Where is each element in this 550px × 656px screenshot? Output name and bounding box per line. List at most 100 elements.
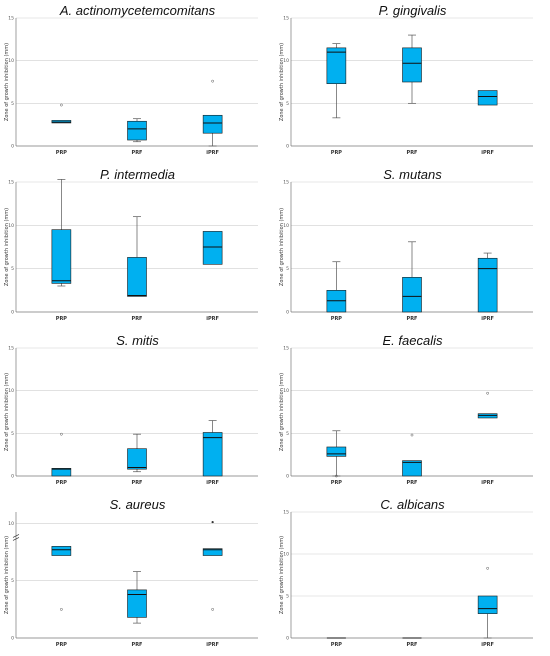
outlier-point xyxy=(486,391,489,395)
x-tick-label: PRF xyxy=(407,480,418,486)
y-tick-label: 5 xyxy=(11,578,14,584)
x-tick-label: PRF xyxy=(132,150,143,156)
box xyxy=(477,257,498,313)
panel-c-albicans: C. albicans 5 10 15 0 Zone of growth inhibit… xyxy=(275,494,550,656)
box xyxy=(402,460,422,477)
x-tick-label: iPRF xyxy=(481,150,494,156)
y-axis-label: Zone of growth inhibition (mm) xyxy=(279,536,285,614)
y-tick-label: 5 xyxy=(286,594,289,600)
x-tick-label: iPRF xyxy=(206,150,219,156)
y-axis-label: Zone of growth inhibition (mm) xyxy=(279,43,285,121)
box xyxy=(477,90,498,106)
box xyxy=(402,47,422,83)
x-tick-label: iPRF xyxy=(481,316,494,322)
panel-title: E. faecalis xyxy=(382,333,443,348)
x-tick-label: PRP xyxy=(331,150,343,156)
y-tick-label: 5 xyxy=(286,266,289,272)
x-tick-label: PRP xyxy=(56,316,68,322)
panel-a-actinomycetemcomitans: A. actinomycetemcomitans 5 10 15 0 Zone of g… xyxy=(0,0,275,164)
y-tick-label: 15 xyxy=(283,510,289,516)
box xyxy=(202,114,223,134)
x-tick-label: PRF xyxy=(407,316,418,322)
outlier-point xyxy=(211,520,214,524)
y-axis-label: Zone of growth inhibition (mm) xyxy=(4,43,10,121)
x-tick-label: PRF xyxy=(132,316,143,322)
outlier-point xyxy=(60,608,63,611)
y-tick-label: 15 xyxy=(283,180,289,186)
y-tick-label: 10 xyxy=(8,223,14,229)
x-tick-label: PRF xyxy=(132,642,143,648)
y-axis-label: Zone of growth inhibition (mm) xyxy=(279,373,285,451)
x-tick-label: PRP xyxy=(56,480,68,486)
outlier-point xyxy=(410,433,414,437)
panel-s-aureus: S. aureus 5 10 0 Zone of growth inhibition … xyxy=(0,494,275,656)
panel-title: S. aureus xyxy=(109,497,166,512)
box xyxy=(202,548,223,556)
y-tick-label: 0 xyxy=(286,144,289,150)
x-tick-label: PRP xyxy=(331,480,343,486)
y-tick-label: 10 xyxy=(283,552,289,558)
panel-p-gingivalis: P. gingivalis 5 10 15 0 Zone of growth inhib… xyxy=(275,0,550,164)
boxplot-chart: 5 10 0 Zone of growth inhibition (mm) PRP PRF… xyxy=(4,512,258,648)
outlier-point xyxy=(211,608,214,611)
boxplot-chart: 5 10 15 0 Zone of growth inhibition (mm) PRP P… xyxy=(4,346,258,486)
y-tick-label: 0 xyxy=(11,636,14,642)
x-tick-label: PRP xyxy=(56,642,68,648)
y-tick-label: 5 xyxy=(286,431,289,437)
y-axis-label: Zone of growth inhibition (mm) xyxy=(4,536,10,614)
outlier-point xyxy=(60,103,63,107)
y-tick-label: 0 xyxy=(286,310,289,316)
boxplot-chart: 5 10 15 0 Zone of growth inhibition (mm) PRP P… xyxy=(279,180,533,322)
y-tick-label: 15 xyxy=(8,346,14,352)
panel-s-mutans: S. mutans 5 10 15 0 Zone of growth inhibitio… xyxy=(275,164,550,330)
box xyxy=(477,595,498,614)
panel-title: C. albicans xyxy=(380,497,445,512)
x-tick-label: PRP xyxy=(56,150,68,156)
panel-title: A. actinomycetemcomitans xyxy=(59,3,216,18)
box xyxy=(127,120,147,141)
y-tick-label: 0 xyxy=(11,310,14,316)
x-tick-label: iPRF xyxy=(481,642,494,648)
y-tick-label: 10 xyxy=(8,521,14,527)
y-tick-label: 0 xyxy=(286,474,289,480)
box xyxy=(51,546,72,556)
y-axis-label: Zone of growth inhibition (mm) xyxy=(279,208,285,286)
box xyxy=(326,446,347,457)
x-tick-label: PRF xyxy=(407,150,418,156)
y-tick-label: 5 xyxy=(11,431,14,437)
axis-break-mark xyxy=(12,537,20,541)
boxplot-chart: 5 10 15 0 Zone of growth inhibition (mm) PRP P… xyxy=(279,16,533,156)
x-tick-label: PRP xyxy=(331,316,343,322)
x-tick-label: iPRF xyxy=(206,642,219,648)
y-axis-label: Zone of growth inhibition (mm) xyxy=(4,208,10,286)
panel-title: P. gingivalis xyxy=(378,3,447,18)
y-tick-label: 0 xyxy=(286,636,289,642)
box xyxy=(127,257,147,297)
x-tick-label: iPRF xyxy=(206,480,219,486)
box xyxy=(202,432,223,477)
panel-title: S. mitis xyxy=(116,333,159,348)
y-tick-label: 5 xyxy=(11,101,14,107)
y-tick-label: 15 xyxy=(283,16,289,22)
boxplot-chart: 5 10 15 0 Zone of growth inhibition (mm) PRP P… xyxy=(4,16,258,156)
panel-title: P. intermedia xyxy=(100,167,175,182)
boxplot-chart: 5 10 15 0 Zone of growth inhibition (mm) PRP P… xyxy=(4,179,258,322)
box xyxy=(127,448,147,470)
y-tick-label: 10 xyxy=(8,58,14,64)
axis-break-mark xyxy=(12,534,20,538)
x-tick-label: iPRF xyxy=(206,316,219,322)
y-tick-label: 0 xyxy=(11,474,14,480)
y-tick-label: 15 xyxy=(8,16,14,22)
outlier-point xyxy=(335,474,338,478)
outlier-point xyxy=(486,566,489,570)
panel-e-faecalis: E. faecalis 5 10 15 0 Zone of growth inhibit… xyxy=(275,330,550,494)
box xyxy=(326,47,347,85)
panel-p-intermedia: P. intermedia 5 10 15 0 Zone of growth inhib… xyxy=(0,164,275,330)
y-tick-label: 5 xyxy=(11,266,14,272)
y-axis-label: Zone of growth inhibition (mm) xyxy=(4,373,10,451)
x-tick-label: PRP xyxy=(331,642,343,648)
y-tick-label: 15 xyxy=(283,346,289,352)
y-tick-label: 10 xyxy=(8,388,14,394)
outlier-point xyxy=(60,432,63,436)
panel-s-mitis: S. mitis 5 10 15 0 Zone of growth inhibition… xyxy=(0,330,275,494)
